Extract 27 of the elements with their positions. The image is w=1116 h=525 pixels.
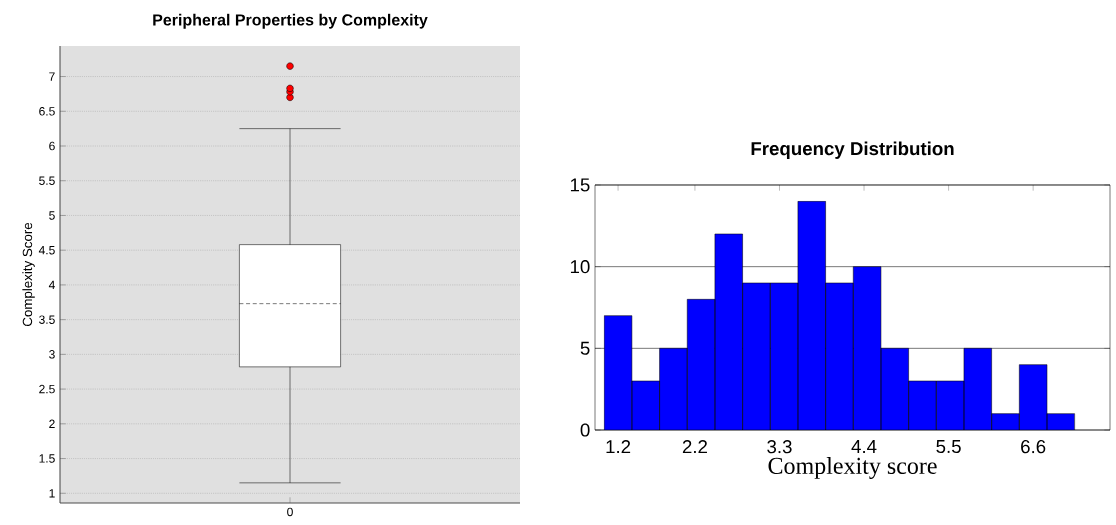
y-tick-label: 4.5 bbox=[38, 245, 55, 255]
y-tick-label: 10 bbox=[570, 260, 590, 274]
x-tick-label: 5.5 bbox=[936, 440, 961, 454]
y-tick-label: 1.5 bbox=[39, 454, 55, 463]
y-tick-label: 5 bbox=[49, 211, 55, 220]
y-tick-label: 1 bbox=[49, 489, 55, 498]
y-tick-label: 5 bbox=[580, 341, 590, 355]
y-tick-label: 7 bbox=[49, 72, 55, 81]
x-tick-label: 4.4 bbox=[851, 440, 877, 453]
y-tick-label: 3.5 bbox=[39, 315, 55, 324]
y-axis-title: Complexity Score bbox=[22, 222, 35, 327]
x-tick-label: 1.2 bbox=[606, 440, 631, 454]
chart-title: Frequency Distribution bbox=[751, 141, 954, 159]
chart-title: Peripheral Properties by Complexity bbox=[153, 13, 428, 29]
x-tick-label: 6.6 bbox=[1021, 440, 1046, 454]
y-tick-label: 15 bbox=[570, 178, 590, 192]
x-tick-label: 2.2 bbox=[682, 440, 707, 454]
y-tick-label: 6.5 bbox=[39, 107, 55, 116]
y-tick-label: 2.5 bbox=[39, 384, 55, 394]
x-tick-label: 3.3 bbox=[767, 440, 792, 454]
y-tick-label: 4 bbox=[48, 280, 55, 290]
y-tick-label: 0 bbox=[580, 423, 590, 437]
x-axis-title: Complexity score bbox=[768, 457, 937, 479]
y-tick-label: 6 bbox=[49, 141, 55, 151]
y-tick-label: 5.5 bbox=[39, 176, 55, 185]
y-tick-label: 3 bbox=[49, 350, 55, 359]
y-tick-label: 2 bbox=[49, 419, 55, 429]
